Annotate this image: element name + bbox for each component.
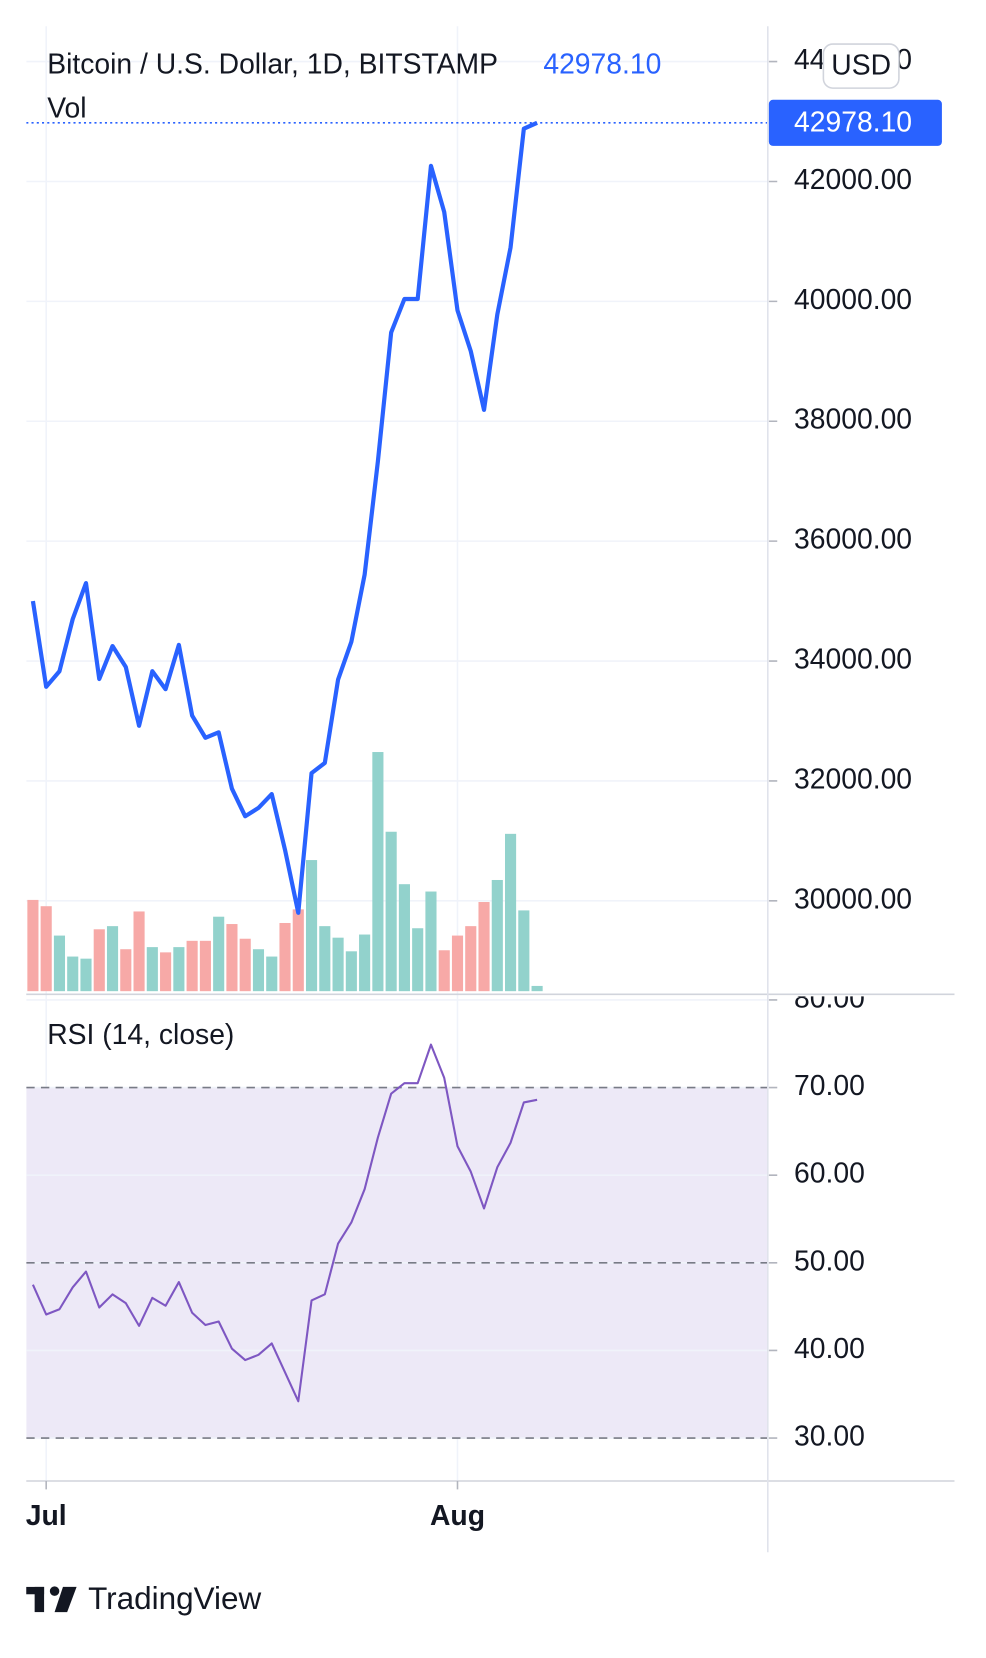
y-tick-label: 40000.00 [794, 283, 912, 315]
price-line [30, 120, 538, 915]
chart-title: Bitcoin / U.S. Dollar, 1D, BITSTAMP [47, 48, 498, 80]
y-tick-label: 70.00 [794, 1069, 865, 1101]
volume-bar [279, 922, 291, 992]
rsi-title: RSI (14, close) [47, 1018, 234, 1050]
volume-bar [27, 899, 39, 992]
price-axis: 30000.00 32000.00 34000.00 36000.00 38000.00… [768, 43, 912, 914]
currency-label[interactable]: USD [831, 49, 891, 81]
volume-bar [398, 884, 410, 992]
y-tick-label: 60.00 [794, 1157, 865, 1189]
volume-bar [133, 911, 145, 992]
volume-bar [252, 949, 265, 992]
x-tick-label: Jul [26, 1499, 67, 1531]
volume-bar [332, 937, 344, 992]
volume-bar [186, 940, 198, 992]
volume-bar [146, 947, 158, 992]
volume-bar [213, 916, 225, 992]
price-pane [26, 60, 768, 992]
volume-bar [385, 831, 397, 992]
volume-bar [412, 928, 424, 992]
last-price-badge [768, 99, 942, 146]
volume-bar [40, 906, 52, 992]
y-tick-label: 42000.00 [794, 163, 912, 195]
rsi-axis: 30.00 40.00 50.00 60.00 70.00 80.00 [768, 981, 865, 1452]
volume-bar [226, 924, 238, 992]
header-value: 42978.10 [543, 48, 661, 80]
volume-bar [106, 926, 119, 992]
volume-title: Vol [47, 92, 86, 124]
y-tick-label: 30000.00 [794, 882, 912, 914]
y-tick-label: 34000.00 [794, 643, 912, 675]
volume-bar [120, 949, 132, 992]
volume-bar [266, 956, 278, 992]
volume-bar [345, 951, 357, 992]
volume-bar [239, 938, 251, 992]
volume-bar [372, 752, 384, 992]
brand-name[interactable]: TradingView [88, 1581, 261, 1616]
volume-bar [518, 910, 530, 992]
y-tick-label: 36000.00 [794, 523, 912, 555]
volume-bar [199, 940, 211, 992]
y-tick-label: 32000.00 [794, 762, 912, 794]
y-tick-label: 30.00 [794, 1420, 865, 1452]
volume-bar [438, 950, 450, 992]
volume-bar [478, 902, 490, 992]
volume-bar [160, 952, 172, 992]
brand-logo[interactable] [26, 1586, 77, 1613]
y-tick-label: 80.00 [794, 981, 865, 1013]
volume-bar [80, 958, 92, 992]
volume-bar [491, 879, 503, 992]
last-price-label: 42978.10 [794, 105, 912, 137]
volume-bar [505, 833, 517, 992]
y-tick-label: 38000.00 [794, 403, 912, 435]
volume-bar [305, 860, 318, 992]
rsi-line [31, 1043, 538, 1403]
x-tick-label: Aug [430, 1499, 485, 1531]
volume-bar [173, 947, 185, 992]
volume-bar [93, 929, 105, 992]
volume-bar [53, 935, 66, 992]
volume-bar [67, 956, 79, 992]
currency-button[interactable] [822, 43, 900, 89]
volume-bar [531, 985, 543, 992]
volume-bar [319, 926, 331, 992]
volume-bar [292, 909, 304, 992]
frame [26, 26, 955, 1553]
y-tick-label: 50.00 [794, 1244, 865, 1276]
volume-bar [451, 935, 464, 992]
rsi-pane [26, 999, 768, 1439]
y-tick-label: 40.00 [794, 1332, 865, 1364]
overlay: Bitcoin / U.S. Dollar, 1D, BITSTAMP 4297… [47, 43, 942, 1050]
volume-bar [359, 934, 371, 992]
volume-bar [465, 926, 477, 992]
volume-bar [425, 891, 437, 992]
x-axis: Jul Aug [26, 1480, 485, 1531]
footer: TradingView [26, 1581, 262, 1616]
